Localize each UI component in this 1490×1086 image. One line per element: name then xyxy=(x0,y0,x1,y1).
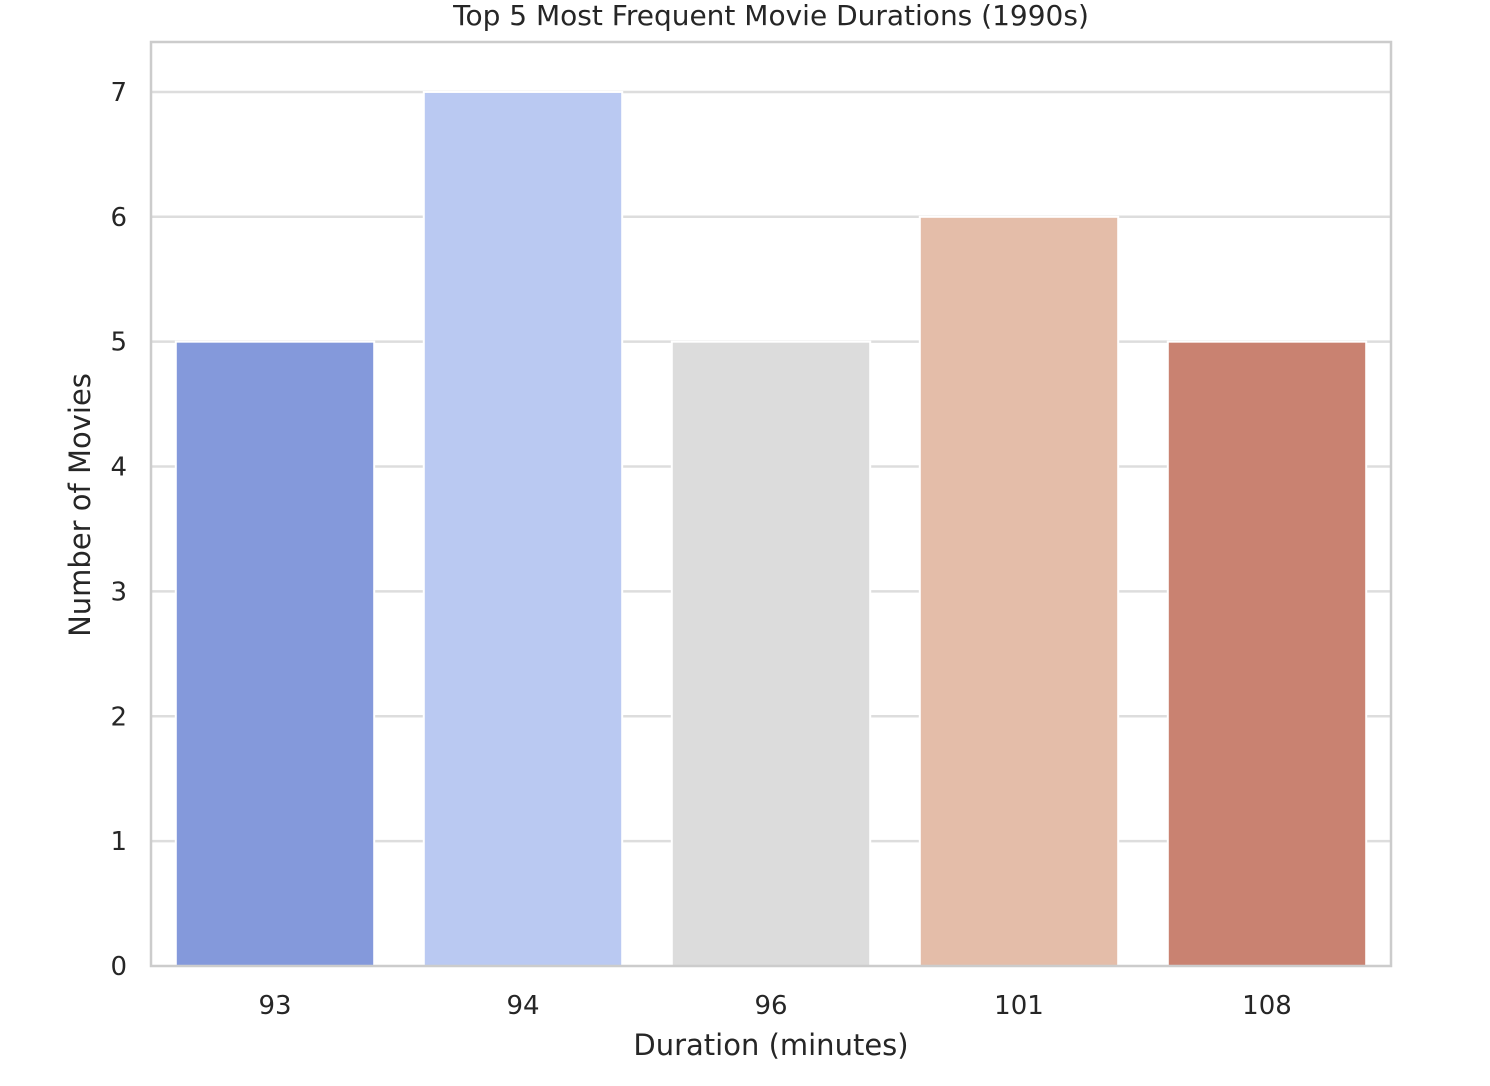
y-axis-label: Number of Movies xyxy=(63,373,97,637)
y-tick-labels: 0 1 2 3 4 5 6 7 xyxy=(110,78,127,982)
bar-108 xyxy=(1166,340,1368,968)
y-tick-label: 5 xyxy=(110,328,127,358)
y-tick-label: 3 xyxy=(110,577,127,607)
x-tick-label: 96 xyxy=(754,991,787,1021)
y-tick-label: 1 xyxy=(110,827,127,857)
x-tick-label: 101 xyxy=(994,991,1044,1021)
x-tick-label: 94 xyxy=(506,991,539,1021)
x-tick-labels: 93 94 96 101 108 xyxy=(258,991,1291,1021)
x-tick-label: 93 xyxy=(258,991,291,1021)
y-tick-label: 7 xyxy=(110,78,127,108)
y-tick-label: 0 xyxy=(110,952,127,982)
bar-96 xyxy=(670,340,872,968)
bar-101 xyxy=(918,215,1120,968)
y-tick-label: 2 xyxy=(110,702,127,732)
y-tick-label: 6 xyxy=(110,203,127,233)
bar-93 xyxy=(174,340,376,968)
bar-94 xyxy=(422,90,624,968)
y-tick-label: 4 xyxy=(110,453,127,483)
plot-frame xyxy=(149,40,1393,968)
chart-title: Top 5 Most Frequent Movie Durations (199… xyxy=(452,0,1089,32)
x-axis-label: Duration (minutes) xyxy=(633,1028,908,1062)
x-tick-label: 108 xyxy=(1242,991,1292,1021)
bars xyxy=(174,90,1368,968)
